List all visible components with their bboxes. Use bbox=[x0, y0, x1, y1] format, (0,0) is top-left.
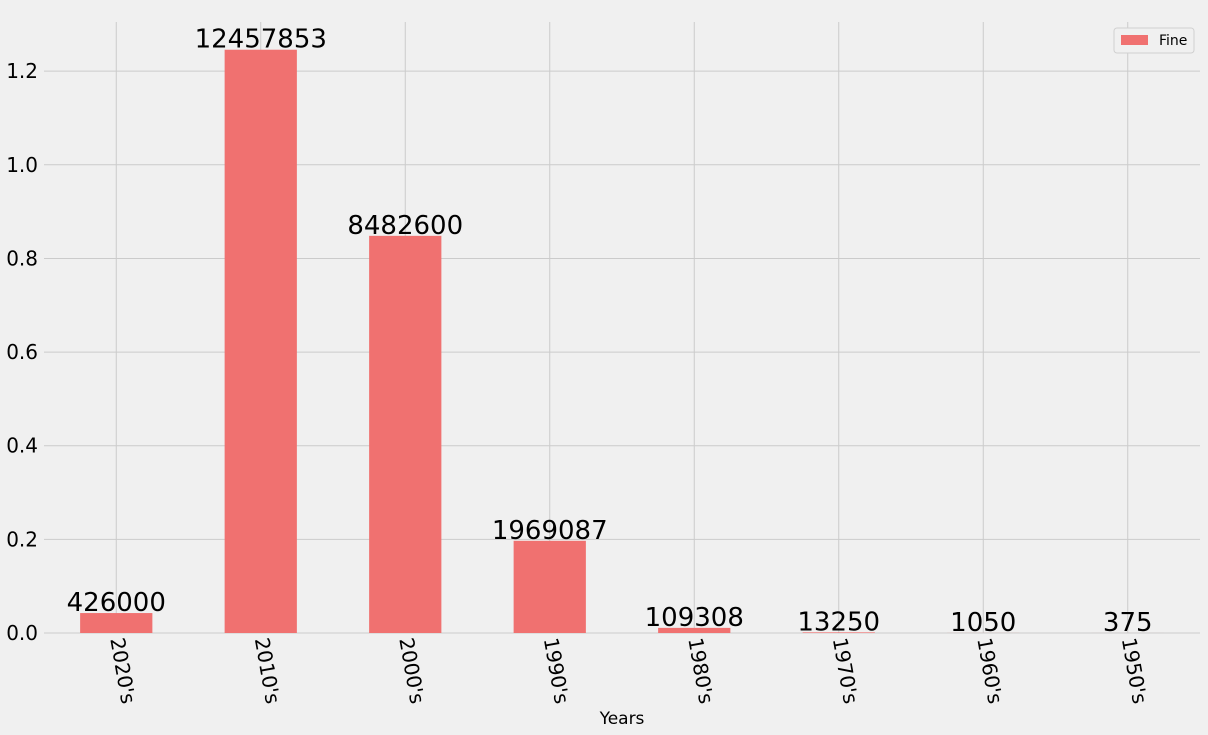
data-label: 1969087 bbox=[492, 516, 608, 546]
legend-label: Fine bbox=[1159, 33, 1187, 49]
bar bbox=[369, 235, 442, 633]
data-label: 1050 bbox=[950, 608, 1016, 638]
y-tick-label: 0.6 bbox=[6, 340, 38, 364]
legend: Fine bbox=[1113, 27, 1195, 54]
legend-frame bbox=[1113, 27, 1195, 54]
y-tick-label: 0.2 bbox=[6, 527, 38, 551]
y-tick-label: 1.2 bbox=[6, 59, 38, 83]
bar bbox=[658, 627, 731, 633]
bar bbox=[513, 540, 586, 633]
bar bbox=[802, 632, 875, 633]
y-tick-label: 0.4 bbox=[6, 434, 38, 458]
bar bbox=[224, 49, 297, 633]
y-tick-label: 0.0 bbox=[6, 621, 38, 645]
data-label: 109308 bbox=[645, 603, 744, 633]
y-tick-label: 1.0 bbox=[6, 153, 38, 177]
legend-swatch bbox=[1121, 35, 1148, 45]
data-label: 375 bbox=[1103, 608, 1153, 638]
data-label: 426000 bbox=[67, 588, 166, 618]
data-label: 12457853 bbox=[195, 25, 327, 55]
x-axis-label: Years bbox=[599, 709, 645, 729]
bar bbox=[80, 613, 153, 633]
y-tick-label: 0.8 bbox=[6, 246, 38, 270]
data-label: 8482600 bbox=[347, 211, 463, 241]
data-label: 13250 bbox=[797, 607, 880, 637]
